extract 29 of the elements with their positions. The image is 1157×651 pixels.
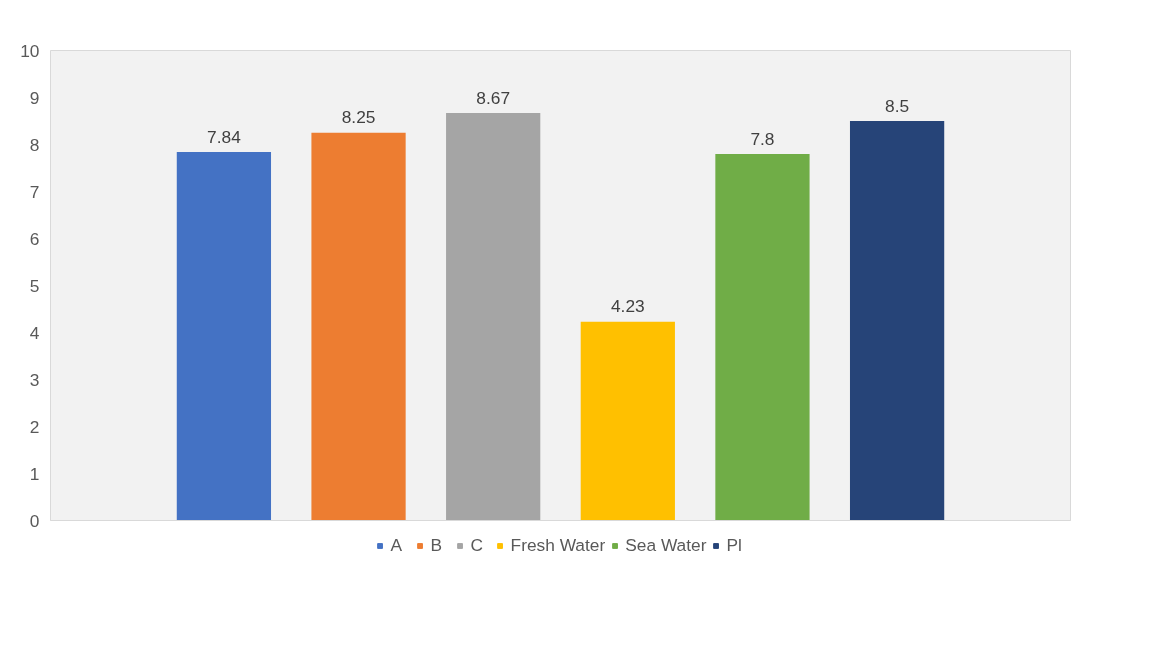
bar xyxy=(176,152,272,521)
data-label: 8.67 xyxy=(476,87,511,108)
bar xyxy=(311,132,406,521)
y-tick-label: 7 xyxy=(29,181,40,202)
legend-label: A xyxy=(390,534,404,556)
y-tick-label: 6 xyxy=(29,228,40,249)
legend-label: Sea Water xyxy=(625,534,707,556)
data-label: 4.23 xyxy=(610,296,645,317)
bar xyxy=(849,121,945,521)
y-tick-label: 9 xyxy=(29,87,40,108)
y-tick-label: 3 xyxy=(29,369,40,390)
data-label: 8.5 xyxy=(885,95,910,116)
y-tick-label: 5 xyxy=(29,275,40,296)
y-tick-label: 2 xyxy=(29,416,40,437)
data-label: 7.84 xyxy=(207,126,242,147)
y-tick-label: 4 xyxy=(29,322,40,343)
bar xyxy=(446,113,541,521)
bar xyxy=(580,321,675,521)
y-tick-label: 10 xyxy=(20,40,40,61)
y-tick-label: 1 xyxy=(29,463,40,484)
data-label: 8.25 xyxy=(341,107,376,128)
y-tick-label: 8 xyxy=(29,134,40,155)
y-tick-label: 0 xyxy=(29,510,40,531)
legend-label: C xyxy=(470,534,485,556)
legend-label: Pl xyxy=(726,534,743,556)
bar xyxy=(715,153,810,521)
data-label: 7.8 xyxy=(750,128,775,149)
legend-label: Fresh Water xyxy=(510,534,606,556)
legend-label: B xyxy=(430,534,444,556)
